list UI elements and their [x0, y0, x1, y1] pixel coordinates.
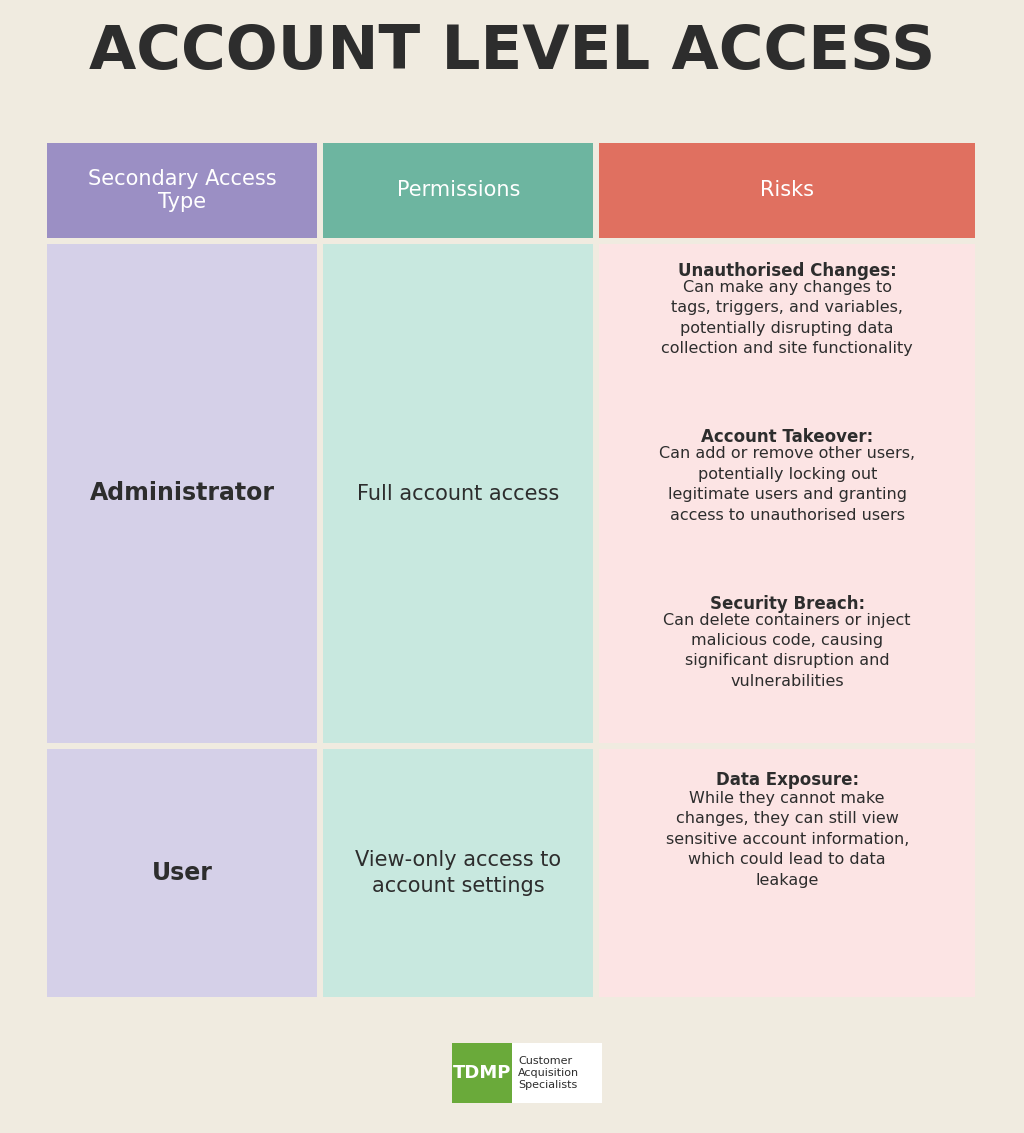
Text: Unauthorised Changes:: Unauthorised Changes: [678, 262, 897, 280]
Text: While they cannot make
changes, they can still view
sensitive account informatio: While they cannot make changes, they can… [666, 791, 909, 887]
Text: User: User [152, 861, 213, 885]
Text: Permissions: Permissions [396, 180, 520, 201]
Text: Security Breach:: Security Breach: [710, 595, 865, 613]
Text: ACCOUNT LEVEL ACCESS: ACCOUNT LEVEL ACCESS [89, 24, 935, 83]
Bar [47, 143, 317, 238]
Bar [599, 143, 975, 238]
Bar [324, 749, 594, 997]
Text: Can delete containers or inject
malicious code, causing
significant disruption a: Can delete containers or inject maliciou… [664, 613, 911, 689]
Bar [47, 244, 317, 743]
Text: Can add or remove other users,
potentially locking out
legitimate users and gran: Can add or remove other users, potential… [659, 446, 915, 522]
Bar [452, 1043, 512, 1104]
Text: Administrator: Administrator [90, 482, 274, 505]
Text: Data Exposure:: Data Exposure: [716, 770, 859, 789]
Bar [599, 749, 975, 997]
Bar [324, 143, 594, 238]
Text: View-only access to
account settings: View-only access to account settings [355, 850, 561, 896]
Bar [599, 244, 975, 743]
Text: Risks: Risks [760, 180, 814, 201]
Bar [324, 244, 594, 743]
Text: Customer
Acquisition
Specialists: Customer Acquisition Specialists [518, 1056, 580, 1090]
Bar [47, 749, 317, 997]
Text: Secondary Access
Type: Secondary Access Type [88, 169, 276, 212]
Text: TDMP: TDMP [453, 1064, 511, 1082]
Text: Full account access: Full account access [357, 484, 559, 503]
Text: Account Takeover:: Account Takeover: [701, 428, 873, 446]
Text: Can make any changes to
tags, triggers, and variables,
potentially disrupting da: Can make any changes to tags, triggers, … [662, 280, 913, 356]
Bar [512, 1043, 602, 1104]
